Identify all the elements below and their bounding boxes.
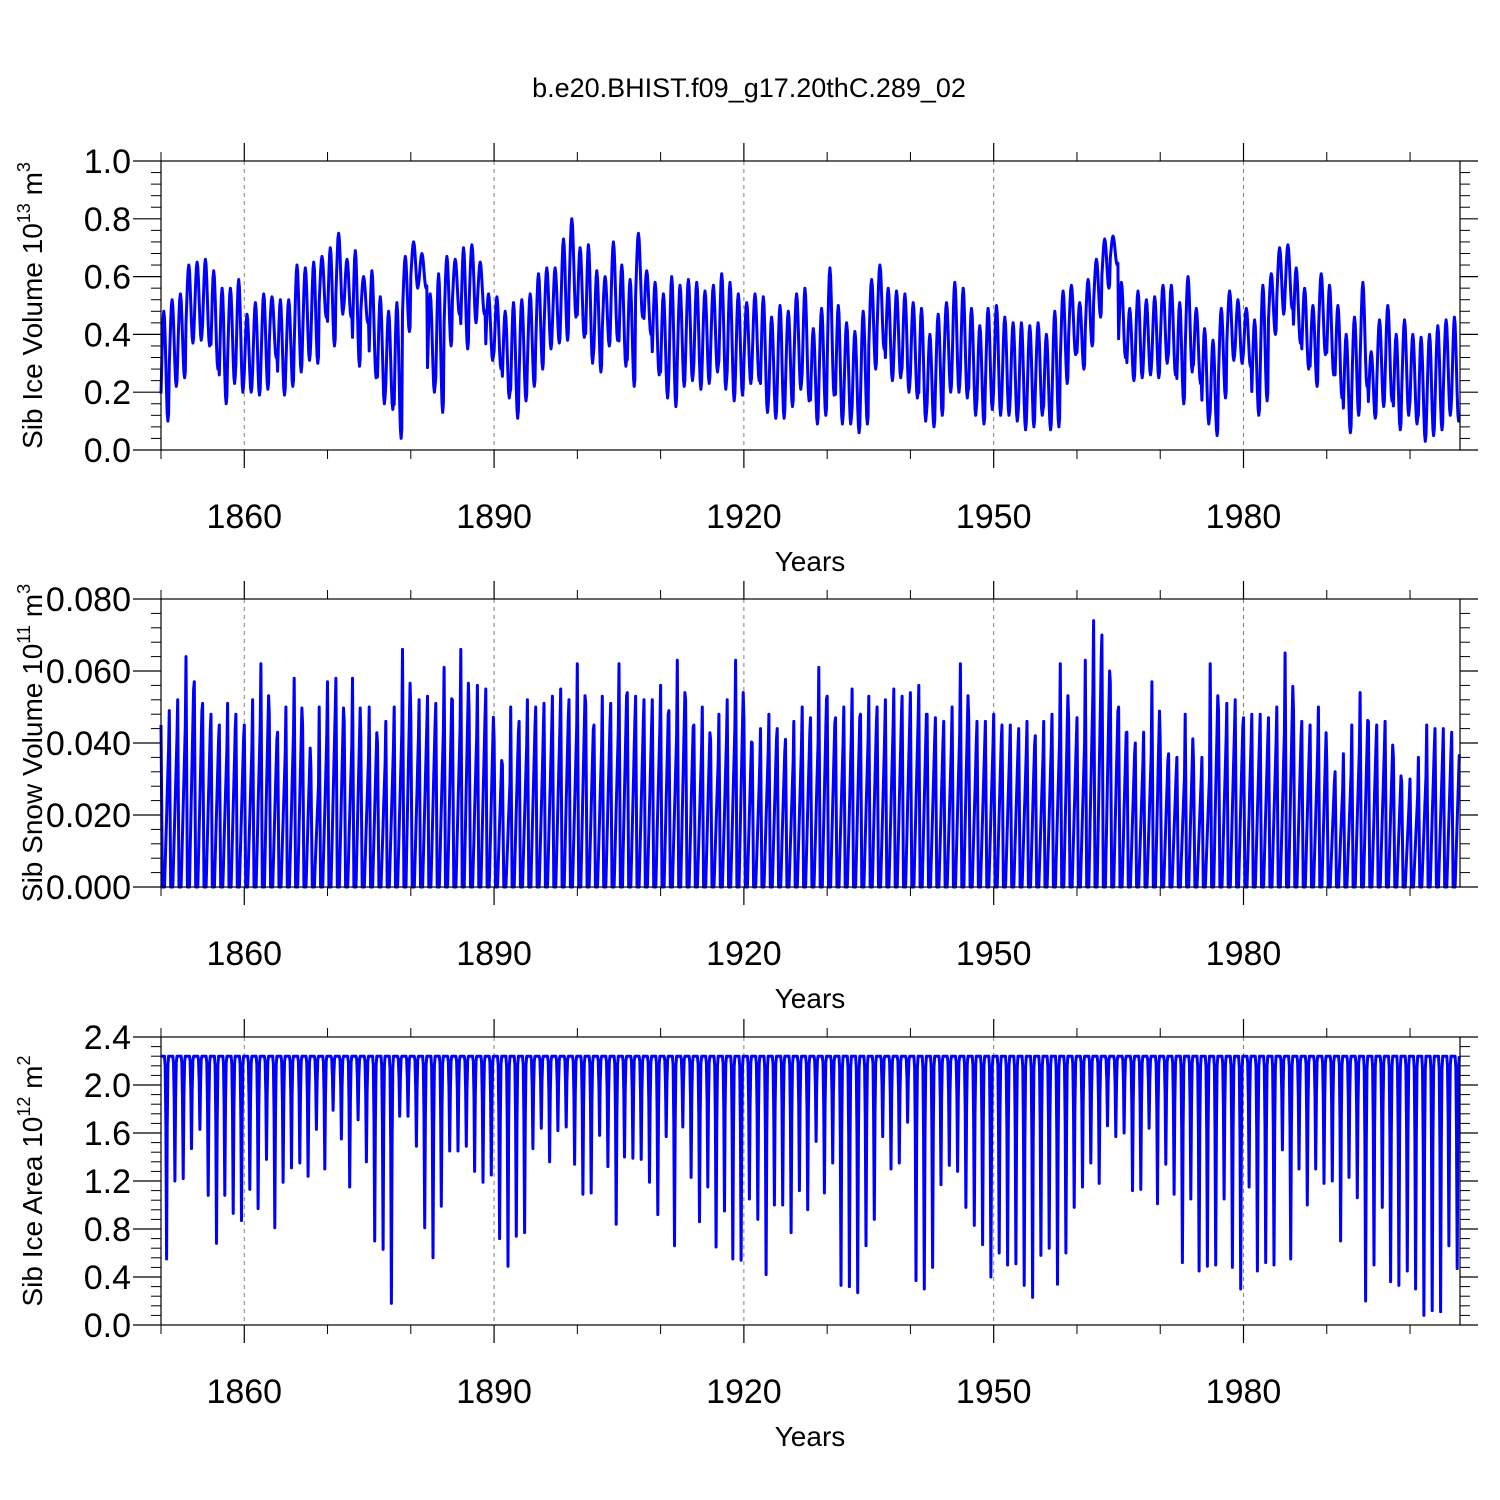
snow-volume-ytick-label: 0.060 (46, 653, 131, 691)
figure-title: b.e20.BHIST.f09_g17.20thC.289_02 (532, 73, 966, 103)
ice-area-ytick-label: 2.4 (84, 1019, 131, 1057)
ice-area-ytick-label: 2.0 (84, 1067, 131, 1105)
ice-volume-line (159, 217, 1461, 443)
snow-volume-ylabel-main: Sib Snow Volume 10 (17, 644, 48, 902)
ice-area-ylabel: Sib Ice Area 1012 m2 (14, 1055, 48, 1306)
ice-area-line (160, 1054, 1461, 1317)
ice-area-xtick-label: 1950 (956, 1373, 1032, 1411)
ice-volume-xtick-label: 1860 (206, 498, 282, 536)
ice-volume-ylabel-unit-exp: 3 (14, 162, 34, 172)
ice-area-xtick-label: 1920 (706, 1373, 782, 1411)
ice-area-ylabel-exp: 12 (14, 1097, 34, 1117)
ice-volume-ytick-label: 0.0 (84, 432, 131, 470)
ice-area-ytick-label: 0.0 (84, 1307, 131, 1345)
snow-volume-xtick-label: 1860 (206, 935, 282, 973)
ice-area-ytick-label: 1.2 (84, 1163, 131, 1201)
ice-area-ylabel-unit-exp: 2 (14, 1055, 34, 1065)
panel-ice-volume: 1860 1890 1920 1950 1980 0.0 0.2 0.4 0.6 0.8 1.0 Y… (14, 143, 1478, 577)
ice-volume-plot-frame (160, 160, 1461, 451)
ice-volume-ytick-label: 0.6 (84, 259, 131, 297)
snow-volume-ytick-label: 0.020 (46, 797, 131, 835)
ice-area-xtick-label: 1980 (1206, 1373, 1282, 1411)
ice-volume-ytick-label: 0.4 (84, 316, 131, 354)
ice-volume-ylabel-unit: m (17, 172, 48, 203)
ice-volume-xtick-label: 1980 (1206, 498, 1282, 536)
ice-area-ytick-label: 0.8 (84, 1211, 131, 1249)
ice-area-ylabel-main: Sib Ice Area 10 (17, 1117, 48, 1307)
snow-volume-xtick-label: 1920 (706, 935, 782, 973)
ice-volume-ytick-label: 0.8 (84, 201, 131, 239)
ice-area-xlabel: Years (775, 1421, 846, 1452)
ice-volume-xtick-label: 1920 (706, 498, 782, 536)
panel-snow-volume: 1860 1890 1920 1950 1980 0.000 0.020 0.040 0.060… (14, 581, 1478, 1014)
snow-volume-xlabel: Years (775, 983, 846, 1014)
snow-volume-ytick-label: 0.080 (46, 581, 131, 619)
snow-volume-plot-frame (160, 598, 1461, 888)
ice-volume-ytick-label: 0.2 (84, 374, 131, 412)
ice-area-xtick-label: 1860 (206, 1373, 282, 1411)
snow-volume-ylabel-exp: 11 (14, 625, 34, 644)
ice-area-ytick-label: 0.4 (84, 1259, 131, 1297)
ice-volume-ylabel-main: Sib Ice Volume 10 (17, 223, 48, 449)
ice-volume-ylabel: Sib Ice Volume 1013 m3 (14, 162, 48, 449)
snow-volume-ytick-label: 0.040 (46, 725, 131, 763)
ice-volume-ytick-label: 1.0 (84, 143, 131, 181)
ice-volume-xtick-label: 1950 (956, 498, 1032, 536)
snow-volume-xtick-label: 1950 (956, 935, 1032, 973)
snow-volume-ylabel: Sib Snow Volume 1011 m3 (14, 584, 48, 902)
ice-volume-xlabel: Years (775, 546, 846, 577)
snow-volume-ytick-label: 0.000 (46, 869, 131, 907)
snow-volume-xtick-label: 1980 (1206, 935, 1282, 973)
panel-ice-area: 1860 1890 1920 1950 1980 0.0 0.4 0.8 1.2 1.6 2.0 2.… (14, 1019, 1478, 1452)
ice-area-ylabel-unit: m (17, 1065, 48, 1096)
ice-volume-ylabel-exp: 13 (14, 203, 34, 223)
snow-volume-ylabel-unit-exp: 3 (14, 584, 34, 594)
snow-volume-xtick-label: 1890 (456, 935, 532, 973)
snow-volume-line (159, 619, 1461, 889)
ice-area-ytick-label: 1.6 (84, 1115, 131, 1153)
snow-volume-ylabel-unit: m (17, 594, 48, 625)
ice-volume-xtick-label: 1890 (456, 498, 532, 536)
ice-area-xtick-label: 1890 (456, 1373, 532, 1411)
ice-area-plot-frame (160, 1036, 1461, 1326)
